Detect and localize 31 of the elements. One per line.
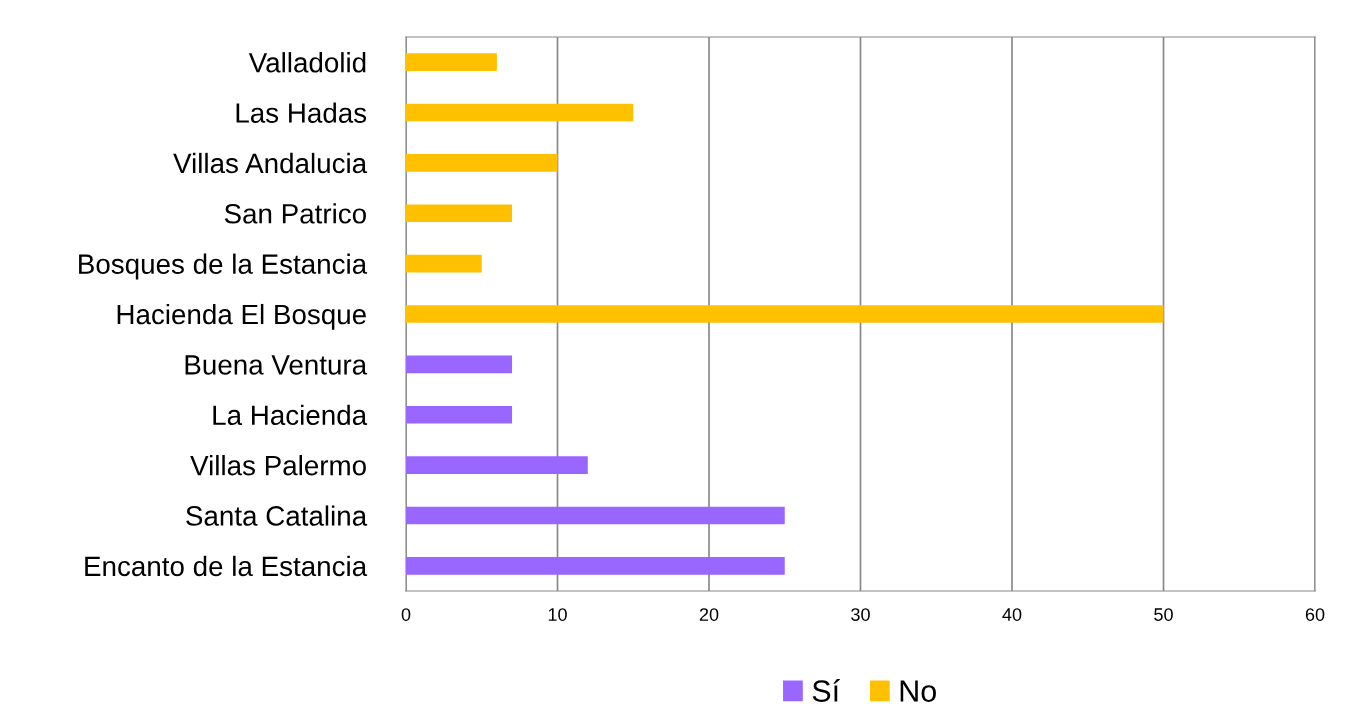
y-tick-label: Encanto de la Estancia: [85, 555, 368, 577]
x-tick-label: 60: [1305, 608, 1325, 621]
legend-label: No: [900, 680, 936, 702]
bar: [406, 305, 1164, 323]
y-tick-label: La Hacienda: [213, 404, 368, 426]
x-tick-label: 30: [851, 608, 870, 621]
y-tick-label: Buena Ventura: [185, 355, 368, 375]
x-tick-label: 0: [401, 608, 411, 621]
x-tick-label: 50: [1154, 608, 1173, 621]
bar: [406, 355, 513, 374]
bar: [406, 506, 785, 525]
bar: [406, 557, 785, 575]
bar: [406, 456, 588, 474]
legend-label: Sí: [812, 679, 840, 702]
y-tick-label: Las Hadas: [236, 102, 367, 123]
y-tick-label: Villas Andalucia: [173, 152, 368, 174]
bar: [406, 204, 513, 223]
y-tick-label: Villas Palermo: [190, 455, 366, 476]
y-tick-label: Hacienda El Bosque: [117, 303, 366, 330]
x-tick-label: 20: [699, 608, 719, 621]
bar: [406, 103, 634, 122]
y-tick-label: Santa Catalina: [186, 505, 368, 526]
bar: [406, 254, 482, 273]
y-tick-label: Valladolid: [248, 52, 366, 73]
x-tick-label: 40: [1002, 608, 1022, 621]
bar: [406, 405, 513, 424]
y-tick-label: Bosques de la Estancia: [79, 253, 368, 280]
bar: [406, 154, 558, 172]
y-tick-label: San Patrico: [224, 203, 366, 224]
bar: [406, 53, 497, 71]
x-tick-label: 10: [548, 608, 567, 621]
